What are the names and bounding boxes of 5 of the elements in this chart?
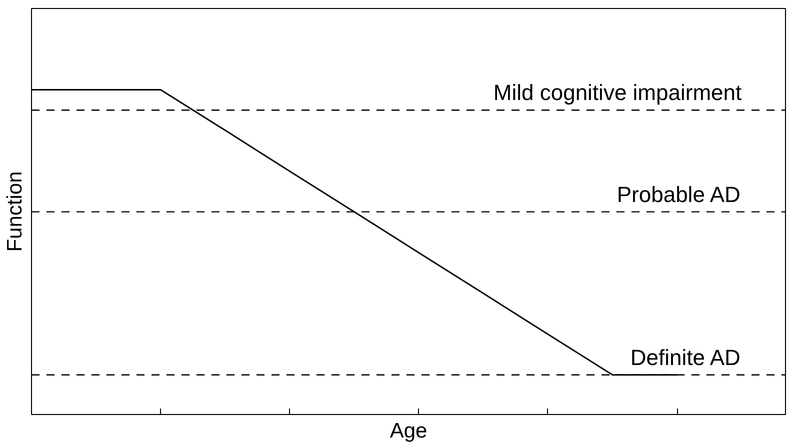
ref-line-label: Probable AD — [616, 182, 740, 207]
y-axis-title: Function — [4, 171, 26, 252]
ref-line-label: Mild cognitive impairment — [493, 80, 742, 106]
ref-line-label: Definite AD — [630, 344, 740, 370]
x-axis-title: Age — [390, 420, 428, 442]
